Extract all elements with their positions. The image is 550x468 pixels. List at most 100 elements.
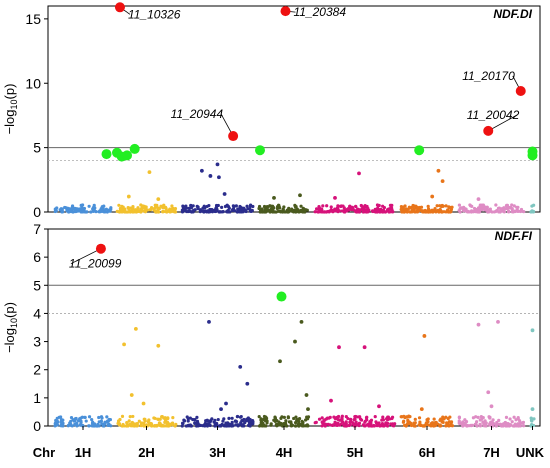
- snp-point: [78, 417, 82, 421]
- snp-point: [401, 205, 406, 209]
- snp-point: [130, 424, 135, 428]
- snp-point: [171, 415, 175, 420]
- snp-point: [342, 206, 346, 210]
- snp-point: [391, 422, 395, 426]
- snp-point: [442, 210, 446, 214]
- snp-point: [97, 424, 101, 428]
- snp-point: [440, 179, 445, 184]
- snp-point: [485, 205, 489, 209]
- snp-point: [306, 417, 310, 421]
- snp-point: [353, 417, 357, 421]
- snp-point: [123, 210, 127, 214]
- snp-point: [429, 424, 433, 428]
- snp-point: [429, 209, 433, 213]
- snp-point: [170, 208, 174, 212]
- snp-point: [302, 209, 306, 214]
- snp-point: [286, 210, 290, 214]
- snp-point: [122, 342, 126, 347]
- x-tick-label: 4H: [276, 445, 293, 460]
- snp-point: [506, 210, 511, 214]
- snp-point: [215, 162, 220, 167]
- snp-point: [218, 210, 222, 214]
- labeled-hit-point: [95, 243, 106, 254]
- snp-point: [344, 420, 348, 424]
- labeled-hit-point: [483, 125, 494, 136]
- snp-point: [163, 418, 168, 423]
- snp-point: [413, 417, 417, 421]
- snp-point: [219, 407, 223, 412]
- snp-point: [458, 210, 462, 214]
- snp-point: [301, 422, 305, 427]
- y-tick-label: 7: [33, 221, 41, 237]
- snp-point: [194, 424, 199, 428]
- snp-point: [355, 423, 359, 427]
- snp-point: [228, 210, 232, 214]
- hit-label: 11_20384: [294, 5, 347, 19]
- snp-point: [99, 209, 103, 214]
- snp-point: [436, 168, 441, 173]
- snp-point: [262, 424, 267, 428]
- snp-point: [390, 208, 394, 212]
- snp-point: [410, 210, 414, 214]
- snp-point: [351, 422, 355, 426]
- snp-point: [375, 423, 379, 428]
- snp-point: [507, 424, 511, 428]
- snp-point: [198, 209, 202, 214]
- snp-point: [531, 210, 536, 214]
- snp-point: [432, 417, 436, 421]
- snp-point: [102, 204, 106, 208]
- snp-point: [243, 209, 248, 213]
- snp-point: [248, 207, 252, 211]
- snp-point: [349, 419, 353, 424]
- snp-point: [377, 203, 381, 208]
- snp-point: [152, 416, 156, 420]
- snp-point: [341, 420, 345, 424]
- snp-point: [510, 203, 514, 207]
- snp-point: [156, 210, 160, 214]
- snp-point: [97, 415, 101, 420]
- snp-point: [236, 207, 240, 211]
- snp-point: [189, 203, 193, 208]
- snp-point: [210, 208, 214, 212]
- snp-point: [90, 418, 94, 422]
- snp-point: [340, 414, 344, 418]
- y-tick-label: 5: [33, 140, 41, 156]
- snp-point: [90, 421, 95, 425]
- snp-point: [512, 204, 516, 208]
- snp-point: [382, 423, 387, 428]
- snp-point: [136, 206, 140, 210]
- hit-label: 11_20042: [467, 108, 520, 122]
- snp-point: [276, 203, 281, 207]
- snp-point: [465, 424, 469, 428]
- snp-point: [234, 419, 239, 424]
- snp-point: [103, 210, 107, 214]
- snp-point: [305, 423, 309, 428]
- snp-point: [321, 204, 325, 208]
- snp-point: [54, 420, 58, 425]
- snp-point: [120, 204, 124, 208]
- snp-point: [91, 207, 95, 211]
- snp-point: [362, 345, 367, 350]
- snp-point: [517, 419, 522, 423]
- y-axis-label: −log10(p): [2, 84, 19, 135]
- snp-point: [464, 420, 469, 424]
- background-snps: [53, 203, 536, 214]
- snp-point: [235, 210, 240, 214]
- snp-point: [225, 203, 229, 207]
- snp-point: [160, 424, 164, 428]
- snp-point: [133, 327, 138, 331]
- snp-point: [148, 208, 153, 212]
- snp-point: [267, 209, 271, 213]
- snp-point: [497, 418, 501, 422]
- snp-point: [173, 207, 177, 212]
- snp-point: [306, 407, 310, 412]
- snp-point: [343, 210, 347, 214]
- snp-point: [87, 424, 91, 428]
- snp-point: [400, 415, 404, 419]
- snp-point: [278, 359, 282, 364]
- snp-point: [491, 418, 495, 422]
- snp-point: [439, 209, 444, 214]
- snp-point: [205, 204, 209, 209]
- snp-point: [457, 416, 462, 420]
- snp-point: [192, 208, 196, 212]
